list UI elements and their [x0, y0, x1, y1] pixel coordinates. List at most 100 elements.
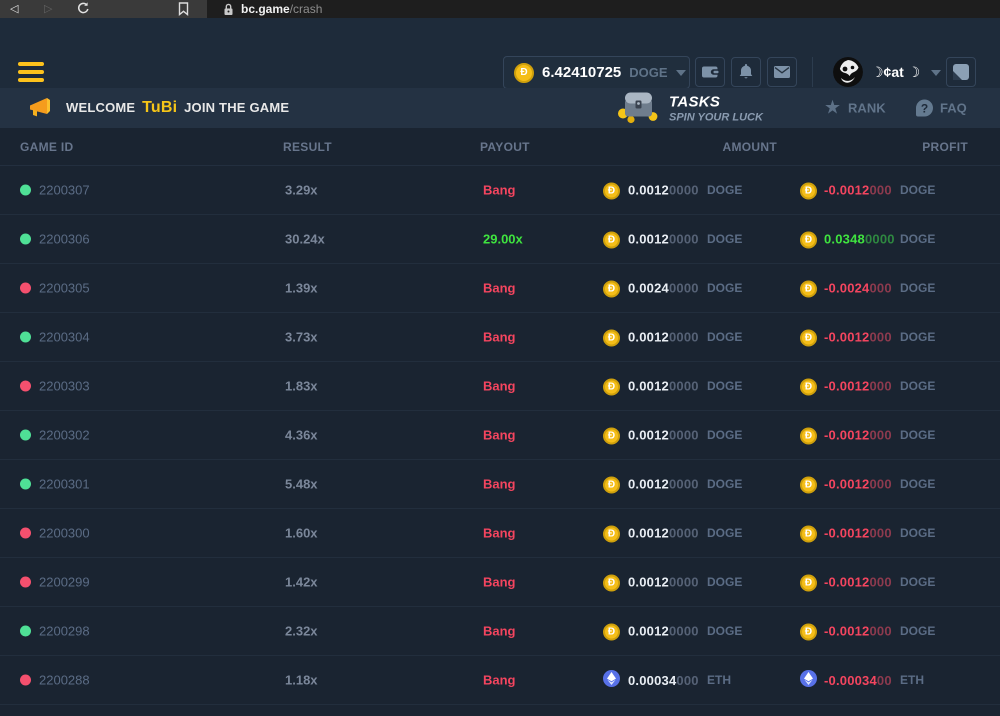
avatar[interactable]: [833, 57, 863, 87]
amount-value: 0.00120000: [628, 427, 699, 443]
table-row[interactable]: 2200298 2.32x Bang Đ 0.00120000 DOGE Đ -…: [0, 607, 1000, 656]
table-row[interactable]: 2200304 3.73x Bang Đ 0.00120000 DOGE Đ -…: [0, 313, 1000, 362]
doge-coin-icon: Đ: [800, 378, 817, 396]
tasks-title: TASKS: [669, 93, 721, 110]
faq-link[interactable]: ? FAQ: [916, 99, 967, 117]
payout-value: 29.00x: [483, 231, 523, 247]
game-id: 2200302: [39, 427, 90, 443]
game-id: 2200298: [39, 623, 90, 639]
payout-value: Bang: [483, 623, 516, 639]
chat-toggle-button[interactable]: [946, 57, 976, 87]
table-row[interactable]: 2200299 1.42x Bang Đ 0.00120000 DOGE Đ -…: [0, 558, 1000, 607]
header-payout: PAYOUT: [480, 139, 530, 154]
amount-coin: Đ: [603, 524, 620, 543]
header-profit: PROFIT: [922, 139, 968, 154]
doge-coin-icon: Đ: [800, 182, 817, 200]
doge-coin-icon: Đ: [603, 427, 620, 445]
doge-coin-icon: Đ: [800, 574, 817, 592]
payout-value: Bang: [483, 672, 516, 688]
amount-value: 0.00120000: [628, 231, 699, 247]
messages-button[interactable]: [767, 57, 797, 87]
browser-back-icon[interactable]: ◁: [10, 3, 19, 15]
amount-unit: DOGE: [707, 526, 743, 540]
address-bar[interactable]: bc.game/crash: [207, 0, 1000, 18]
doge-coin-icon: Đ: [800, 476, 817, 494]
profit-coin: Đ: [800, 475, 817, 494]
profit-unit: DOGE: [900, 526, 936, 540]
user-chevron-down-icon[interactable]: [931, 70, 941, 76]
username[interactable]: ☽¢at ☽: [871, 64, 921, 80]
profit-coin: Đ: [800, 573, 817, 592]
doge-coin-icon: Đ: [603, 280, 620, 298]
star-icon: ★: [824, 97, 842, 119]
game-table-rows: 2200307 3.29x Bang Đ 0.00120000 DOGE Đ -…: [0, 166, 1000, 705]
profit-coin: Đ: [800, 622, 817, 641]
status-dot: [20, 674, 31, 686]
rank-link[interactable]: ★ RANK: [824, 99, 886, 118]
bookmark-icon[interactable]: [178, 2, 189, 21]
doge-coin-icon: Đ: [603, 525, 620, 543]
url-host: bc.game: [241, 2, 290, 16]
status-dot: [20, 331, 31, 343]
payout-value: Bang: [483, 182, 516, 198]
game-id: 2200288: [39, 672, 90, 688]
table-row[interactable]: 2200305 1.39x Bang Đ 0.00240000 DOGE Đ -…: [0, 264, 1000, 313]
payout-value: Bang: [483, 476, 516, 492]
mail-icon: [774, 66, 790, 78]
doge-coin-icon: Đ: [800, 427, 817, 445]
profit-value: -0.0012000: [824, 476, 892, 492]
table-row[interactable]: 2200301 5.48x Bang Đ 0.00120000 DOGE Đ -…: [0, 460, 1000, 509]
table-row[interactable]: 2200300 1.60x Bang Đ 0.00120000 DOGE Đ -…: [0, 509, 1000, 558]
menu-hamburger-icon[interactable]: [18, 62, 44, 86]
profit-unit: DOGE: [900, 624, 936, 638]
eth-coin-icon: [603, 670, 620, 687]
payout-value: Bang: [483, 525, 516, 541]
doge-coin-icon: Đ: [603, 378, 620, 396]
balance-selector[interactable]: Đ 6.42410725 DOGE: [503, 56, 690, 89]
header-amount: AMOUNT: [722, 139, 777, 154]
profit-unit: DOGE: [900, 379, 936, 393]
browser-reload-icon[interactable]: [76, 2, 89, 20]
status-dot: [20, 184, 31, 196]
amount-coin: Đ: [603, 573, 620, 592]
amount-coin: Đ: [603, 279, 620, 298]
wallet-button[interactable]: [695, 57, 725, 87]
promo-banner: WELCOME TuBi JOIN THE GAME TASKS SPIN YO…: [0, 88, 1000, 128]
balance-currency: DOGE: [629, 65, 668, 80]
treasure-chest-icon: [616, 87, 660, 130]
payout-value: Bang: [483, 574, 516, 590]
result-multiplier: 4.36x: [285, 427, 318, 443]
profit-unit: DOGE: [900, 281, 936, 295]
table-row[interactable]: 2200303 1.83x Bang Đ 0.00120000 DOGE Đ -…: [0, 362, 1000, 411]
amount-unit: DOGE: [707, 624, 743, 638]
game-id: 2200307: [39, 182, 90, 198]
table-row[interactable]: 2200288 1.18x Bang 0.00034000 ETH -0.000…: [0, 656, 1000, 705]
profit-coin: Đ: [800, 377, 817, 396]
profit-value: -0.0012000: [824, 623, 892, 639]
game-id: 2200304: [39, 329, 90, 345]
tasks-subtitle: SPIN YOUR LUCK: [669, 111, 763, 123]
amount-coin: Đ: [603, 622, 620, 641]
browser-bar: ◁ ▷ bc.game/crash: [0, 0, 1000, 18]
status-dot: [20, 282, 31, 294]
table-row[interactable]: 2200302 4.36x Bang Đ 0.00120000 DOGE Đ -…: [0, 411, 1000, 460]
eth-coin-icon: [800, 670, 817, 687]
rank-label: RANK: [848, 100, 886, 116]
profit-value: -0.0024000: [824, 280, 892, 296]
tasks-link[interactable]: TASKS SPIN YOUR LUCK: [616, 87, 763, 130]
profit-coin: Đ: [800, 328, 817, 347]
profit-coin: Đ: [800, 181, 817, 200]
amount-unit: DOGE: [707, 232, 743, 246]
doge-coin-icon: Đ: [603, 329, 620, 347]
amount-coin: [603, 670, 620, 690]
payout-value: Bang: [483, 280, 516, 296]
amount-value: 0.00120000: [628, 329, 699, 345]
browser-forward-icon[interactable]: ▷: [44, 3, 53, 15]
table-row[interactable]: 2200307 3.29x Bang Đ 0.00120000 DOGE Đ -…: [0, 166, 1000, 215]
status-dot: [20, 233, 31, 245]
status-dot: [20, 625, 31, 637]
table-row[interactable]: 2200306 30.24x 29.00x Đ 0.00120000 DOGE …: [0, 215, 1000, 264]
notifications-button[interactable]: [731, 57, 761, 87]
amount-unit: DOGE: [707, 575, 743, 589]
profit-unit: DOGE: [900, 232, 936, 246]
